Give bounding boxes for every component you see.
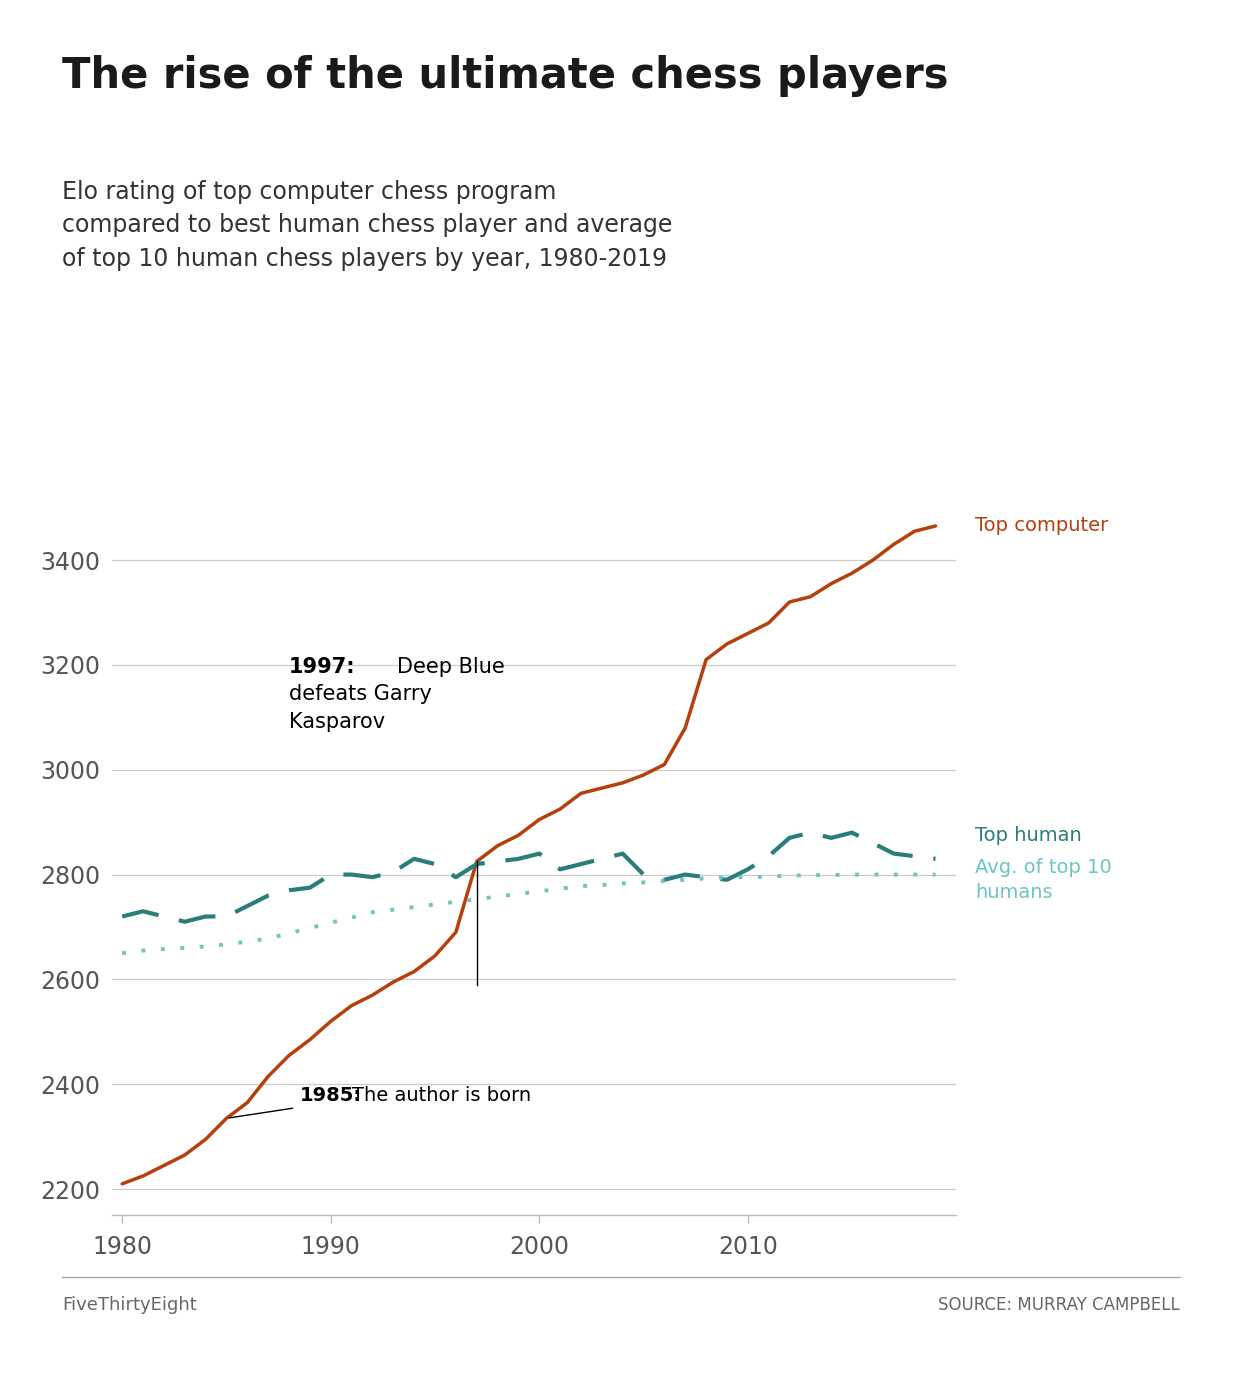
Text: Kasparov: Kasparov xyxy=(289,711,385,732)
Text: defeats Garry: defeats Garry xyxy=(289,685,432,704)
Text: The rise of the ultimate chess players: The rise of the ultimate chess players xyxy=(62,55,949,97)
Text: Avg. of top 10
humans: Avg. of top 10 humans xyxy=(975,858,1112,902)
Text: Elo rating of top computer chess program
compared to best human chess player and: Elo rating of top computer chess program… xyxy=(62,180,672,271)
Text: SOURCE: MURRAY CAMPBELL: SOURCE: MURRAY CAMPBELL xyxy=(938,1295,1180,1315)
Text: Deep Blue: Deep Blue xyxy=(397,657,505,677)
Text: The author is born: The author is born xyxy=(351,1087,530,1105)
Text: Top computer: Top computer xyxy=(975,516,1108,536)
Text: Top human: Top human xyxy=(975,826,1082,845)
Text: 1997:: 1997: xyxy=(289,657,355,677)
Text: FiveThirtyEight: FiveThirtyEight xyxy=(62,1295,196,1315)
Text: 1985:: 1985: xyxy=(299,1087,361,1105)
